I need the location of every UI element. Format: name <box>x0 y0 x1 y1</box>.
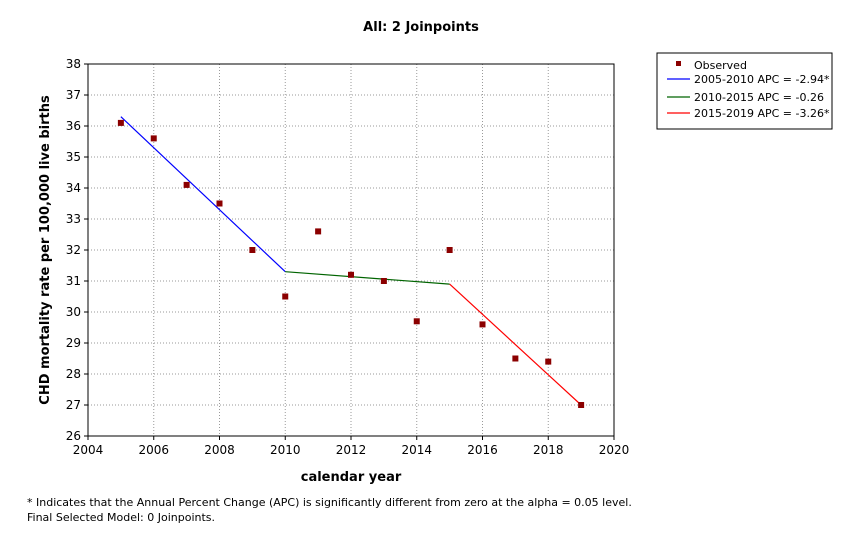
observed-point <box>249 247 256 253</box>
y-tick-label: 36 <box>66 119 81 133</box>
x-axis-label: calendar year <box>301 470 402 485</box>
segment-3-line <box>449 283 582 406</box>
legend-segment-1-label: 2005-2010 APC = -2.94* <box>694 73 830 86</box>
grid <box>87 63 615 437</box>
y-tick-label: 37 <box>66 88 81 102</box>
x-tick-label: 2014 <box>401 443 432 457</box>
y-axis-ticks: 26 27 28 29 30 31 32 33 34 35 36 37 38 <box>66 57 88 443</box>
observed-point <box>512 355 519 362</box>
y-tick-label: 32 <box>66 243 81 257</box>
y-tick-label: 29 <box>66 336 81 350</box>
y-tick-label: 28 <box>66 367 81 381</box>
segment-1-line <box>120 116 286 273</box>
y-tick-label: 35 <box>66 150 81 164</box>
x-tick-label: 2012 <box>336 443 367 457</box>
observed-point <box>282 293 289 300</box>
observed-point <box>545 358 552 365</box>
y-tick-label: 38 <box>66 57 81 71</box>
segment-2-line <box>285 271 450 285</box>
x-tick-label: 2010 <box>270 443 301 457</box>
observed-point <box>348 271 354 278</box>
x-axis-ticks: 2004 2006 2008 2010 2012 2014 2016 2018 2020 <box>73 436 630 457</box>
x-tick-label: 2004 <box>73 443 104 457</box>
observed-point <box>479 321 486 328</box>
y-tick-label: 34 <box>66 181 81 195</box>
observed-point <box>578 402 585 408</box>
chart-title: All: 2 Joinpoints <box>363 20 479 35</box>
x-tick-label: 2008 <box>204 443 235 457</box>
legend-segment-3-label: 2015-2019 APC = -3.26* <box>694 107 830 120</box>
y-tick-label: 26 <box>66 429 81 443</box>
legend-box <box>656 52 833 130</box>
legend-observed-marker <box>676 61 681 66</box>
y-tick-label: 31 <box>66 274 81 288</box>
x-tick-label: 2016 <box>467 443 498 457</box>
observed-point <box>413 318 420 325</box>
footnote-model: Final Selected Model: 0 Joinpoints. <box>27 511 216 524</box>
observed-point <box>380 278 387 284</box>
x-tick-label: 2018 <box>533 443 564 457</box>
y-tick-label: 30 <box>66 305 81 319</box>
observed-point <box>183 181 190 188</box>
x-tick-label: 2006 <box>138 443 169 457</box>
legend-segment-2-label: 2010-2015 APC = -0.26 <box>694 91 824 104</box>
observed-point <box>216 200 223 207</box>
observed-point <box>117 119 124 126</box>
legend-observed-label: Observed <box>694 59 747 72</box>
observed-point <box>315 228 322 235</box>
y-tick-label: 33 <box>66 212 81 226</box>
x-tick-label: 2020 <box>599 443 630 457</box>
joinpoint-segments <box>120 116 582 406</box>
observed-point <box>150 135 157 142</box>
legend: Observed 2005-2010 APC = -2.94* 2010-201… <box>656 52 833 130</box>
y-tick-label: 27 <box>66 398 81 412</box>
footnote-apc: * Indicates that the Annual Percent Chan… <box>27 496 632 509</box>
observed-point <box>446 247 453 253</box>
y-axis-label: CHD mortality rate per 100,000 live birt… <box>38 95 53 405</box>
observed-points <box>117 119 585 408</box>
